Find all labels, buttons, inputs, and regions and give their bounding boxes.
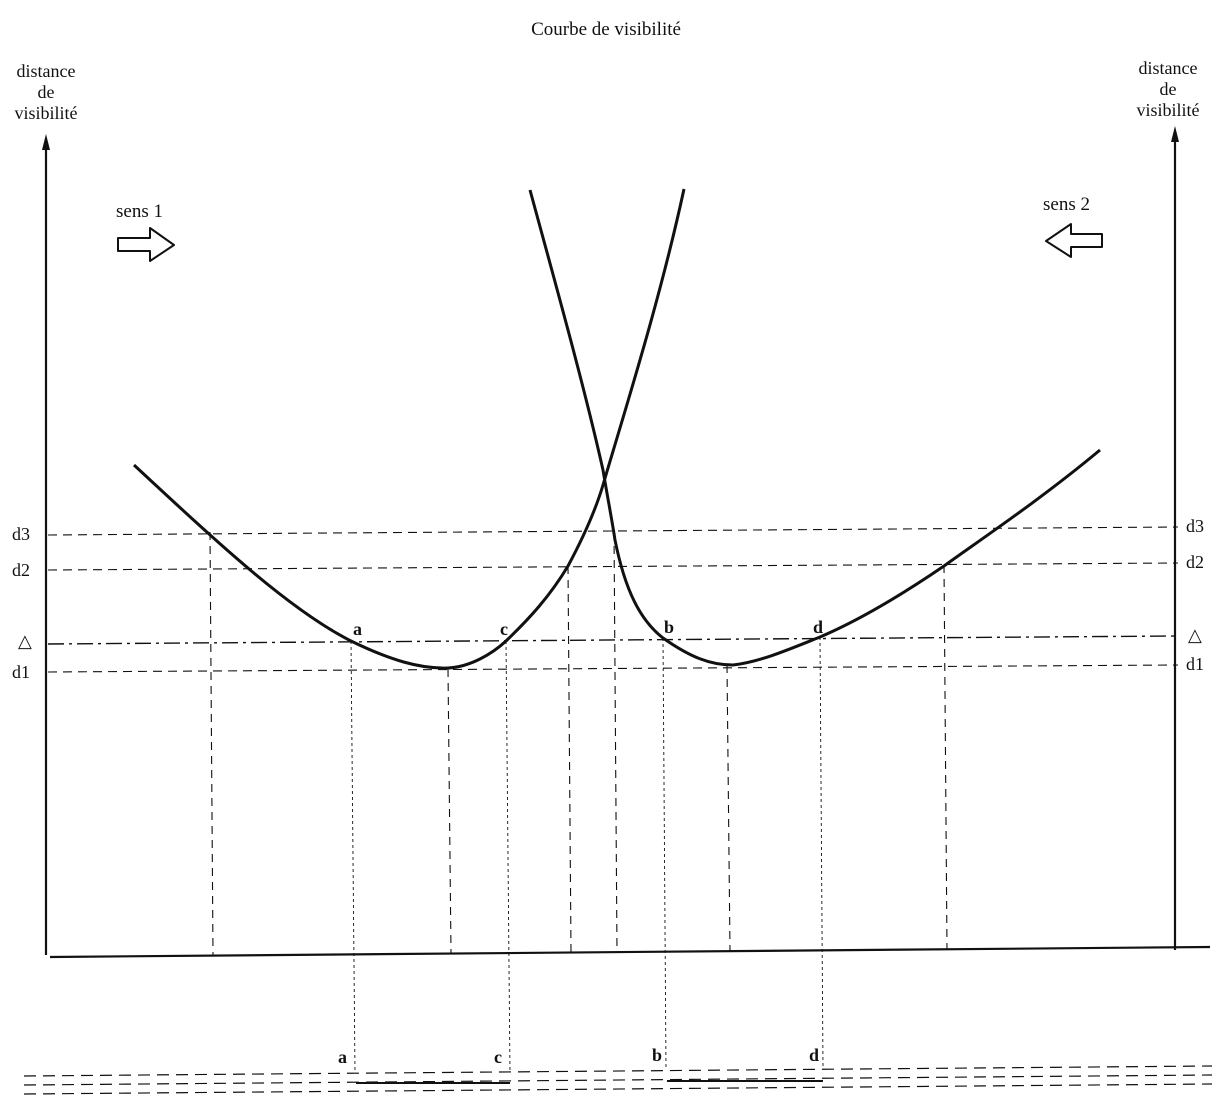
right-axis-title-line: visibilité	[1136, 100, 1200, 120]
drop-line	[943, 564, 948, 950]
left-axis-title-line: visibilité	[14, 103, 78, 123]
drop-line-b	[662, 637, 667, 1071]
visibility-curve-sens-2	[528, 189, 1101, 667]
left-y-axis-arrow	[42, 134, 50, 150]
point-label-b: b	[664, 617, 675, 637]
level-label-delta-left: △	[18, 631, 32, 651]
x-axis	[49, 945, 1211, 959]
drop-line	[567, 565, 572, 953]
strip-label-a: a	[338, 1047, 347, 1067]
level-label-d1-left: d1	[12, 662, 30, 682]
point-projection-lines	[350, 636, 824, 1074]
visibility-curve-sens-1	[132, 188, 686, 670]
strip-line	[23, 1083, 1212, 1095]
bottom-road-strip	[23, 1065, 1212, 1095]
drop-line	[726, 664, 731, 952]
level-line-delta	[47, 635, 1179, 645]
diagram-title: Courbe de visibilité	[531, 19, 681, 40]
point-label-d: d	[813, 617, 824, 637]
level-label-d3-right: d3	[1186, 516, 1204, 536]
drop-line	[613, 531, 618, 953]
level-label-delta-right: △	[1188, 625, 1202, 645]
level-line-d3	[47, 526, 1179, 536]
left-arrow-icon	[1045, 223, 1103, 258]
projection-lines	[209, 531, 948, 956]
direction-2-label: sens 2	[1043, 194, 1090, 215]
right-y-axis-arrow	[1171, 126, 1179, 142]
left-axis-title: distance de visibilité	[4, 61, 88, 124]
level-label-d1-right: d1	[1186, 654, 1204, 674]
right-axis-title: distance de visibilité	[1126, 58, 1210, 121]
level-label-d2-left: d2	[12, 560, 30, 580]
strip-label-b: b	[652, 1045, 663, 1065]
drop-line-d	[819, 636, 824, 1070]
drop-line-c	[505, 640, 511, 1074]
level-line-d1	[47, 664, 1179, 673]
drop-line-a	[350, 640, 356, 1074]
strip-line	[23, 1065, 1212, 1077]
strip-label-d: d	[809, 1045, 820, 1065]
right-arrow-icon	[117, 227, 175, 262]
level-label-d3-left: d3	[12, 524, 30, 544]
drop-line	[209, 531, 214, 956]
point-label-a: a	[353, 619, 362, 639]
point-label-c: c	[500, 619, 508, 639]
right-axis-title-line: distance	[1138, 58, 1198, 78]
drop-line	[447, 668, 452, 954]
right-axis-title-line: de	[1159, 79, 1177, 99]
level-lines	[47, 526, 1179, 673]
direction-1-label: sens 1	[116, 201, 163, 222]
left-axis-title-line: de	[37, 82, 55, 102]
level-label-d2-right: d2	[1186, 552, 1204, 572]
level-line-d2	[47, 562, 1179, 571]
left-axis-title-line: distance	[16, 61, 76, 81]
strip-line	[23, 1074, 1212, 1086]
strip-label-c: c	[494, 1047, 502, 1067]
